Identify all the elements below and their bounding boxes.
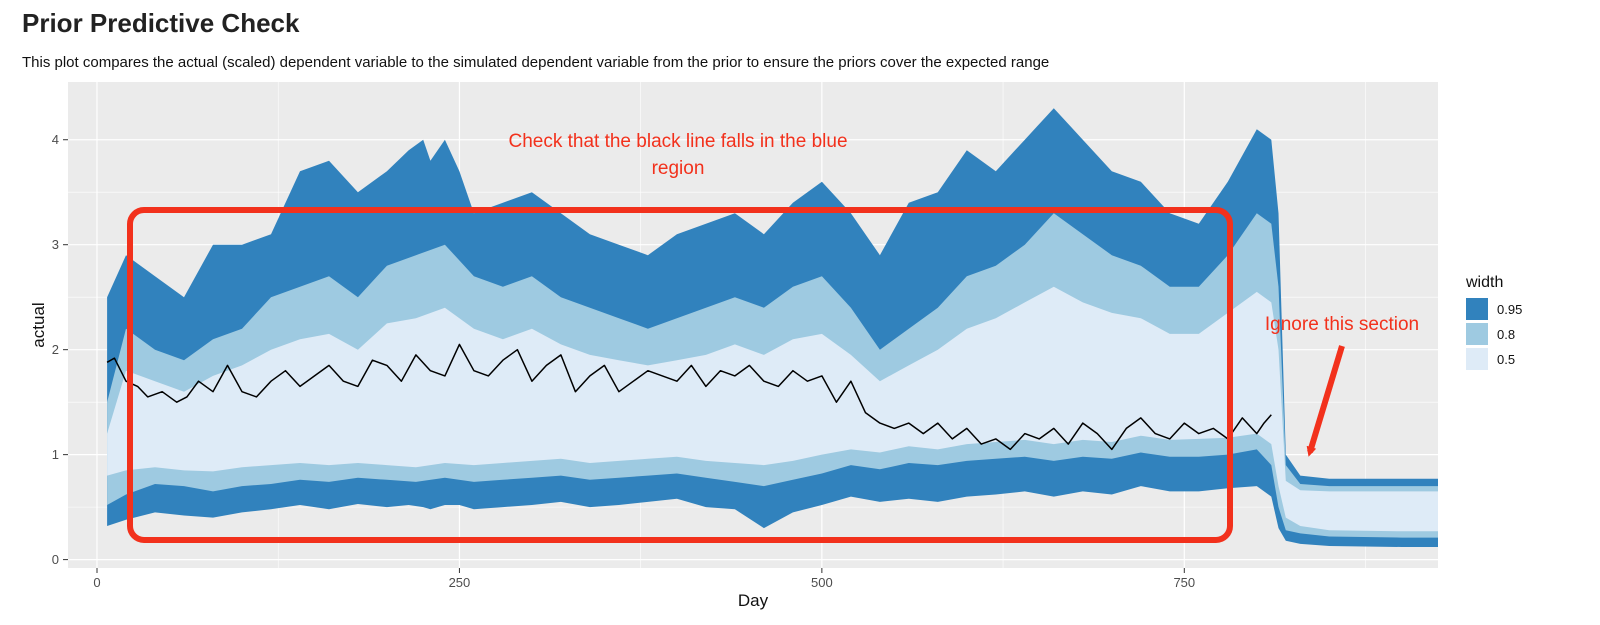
chart-subtitle: This plot compares the actual (scaled) d…	[22, 54, 1050, 71]
legend-title: width	[1465, 274, 1503, 291]
legend: width 0.95 0.8 0.5	[1465, 274, 1522, 370]
x-axis-title: Day	[738, 591, 769, 610]
annotation-arrow	[1306, 345, 1345, 457]
x-tick-label: 750	[1173, 575, 1195, 590]
band-05	[107, 286, 1439, 532]
y-tick-label: 4	[52, 132, 59, 147]
x-tick-label: 250	[449, 575, 471, 590]
legend-label-08: 0.8	[1497, 327, 1515, 342]
legend-swatch-05	[1466, 348, 1488, 370]
y-tick-label: 2	[52, 342, 59, 357]
legend-label-095: 0.95	[1497, 302, 1522, 317]
highlight-box	[127, 207, 1233, 543]
y-tick-label: 3	[52, 237, 59, 252]
annotation-ignore: Ignore this section	[1265, 314, 1419, 335]
x-tick-label: 0	[93, 575, 100, 590]
interval-bands	[107, 108, 1439, 547]
actual-line	[106, 343, 1272, 451]
chart-title: Prior Predictive Check	[22, 8, 300, 38]
legend-swatch-095	[1466, 298, 1488, 320]
annotation-check-line1: Check that the black line falls in the b…	[508, 131, 847, 152]
axes: 0 250 500 750 0 1 2 3 4	[52, 132, 1195, 590]
x-tick-label: 500	[811, 575, 833, 590]
legend-swatch-08	[1466, 323, 1488, 345]
y-axis-title: actual	[29, 302, 48, 347]
y-tick-label: 1	[52, 447, 59, 462]
annotation-check-line2: region	[652, 158, 705, 179]
actual-line-layer	[106, 343, 1272, 451]
y-tick-label: 0	[52, 552, 59, 567]
legend-label-05: 0.5	[1497, 352, 1515, 367]
